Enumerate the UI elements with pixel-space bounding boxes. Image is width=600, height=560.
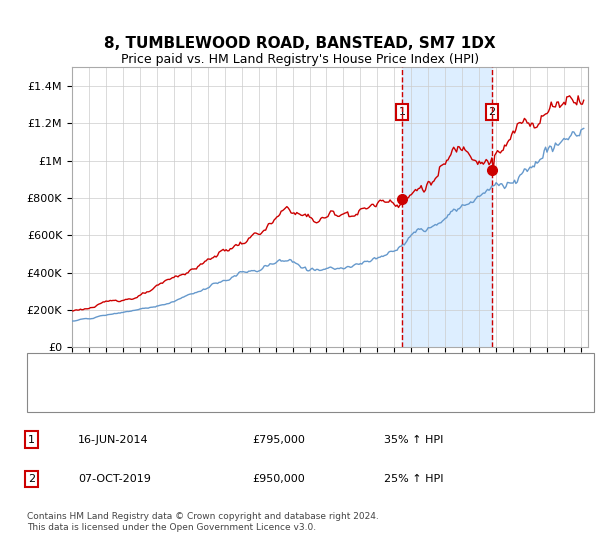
Text: 8, TUMBLEWOOD ROAD, BANSTEAD, SM7 1DX: 8, TUMBLEWOOD ROAD, BANSTEAD, SM7 1DX <box>104 36 496 52</box>
Text: 35% ↑ HPI: 35% ↑ HPI <box>384 435 443 445</box>
Text: £795,000: £795,000 <box>252 435 305 445</box>
Text: 16-JUN-2014: 16-JUN-2014 <box>78 435 149 445</box>
Text: 07-OCT-2019: 07-OCT-2019 <box>78 474 151 484</box>
Text: 25% ↑ HPI: 25% ↑ HPI <box>384 474 443 484</box>
Text: 2: 2 <box>488 107 496 117</box>
Text: 8, TUMBLEWOOD ROAD, BANSTEAD, SM7 1DX (detached house): 8, TUMBLEWOOD ROAD, BANSTEAD, SM7 1DX (d… <box>72 364 407 374</box>
Text: 2: 2 <box>28 474 35 484</box>
Text: HPI: Average price, detached house, Reigate and Banstead: HPI: Average price, detached house, Reig… <box>72 392 380 402</box>
Bar <box>402 67 492 347</box>
Text: Contains HM Land Registry data © Crown copyright and database right 2024.
This d: Contains HM Land Registry data © Crown c… <box>27 512 379 532</box>
Text: 1: 1 <box>398 107 406 117</box>
Text: 1: 1 <box>28 435 35 445</box>
Text: £950,000: £950,000 <box>252 474 305 484</box>
Text: Price paid vs. HM Land Registry's House Price Index (HPI): Price paid vs. HM Land Registry's House … <box>121 53 479 66</box>
